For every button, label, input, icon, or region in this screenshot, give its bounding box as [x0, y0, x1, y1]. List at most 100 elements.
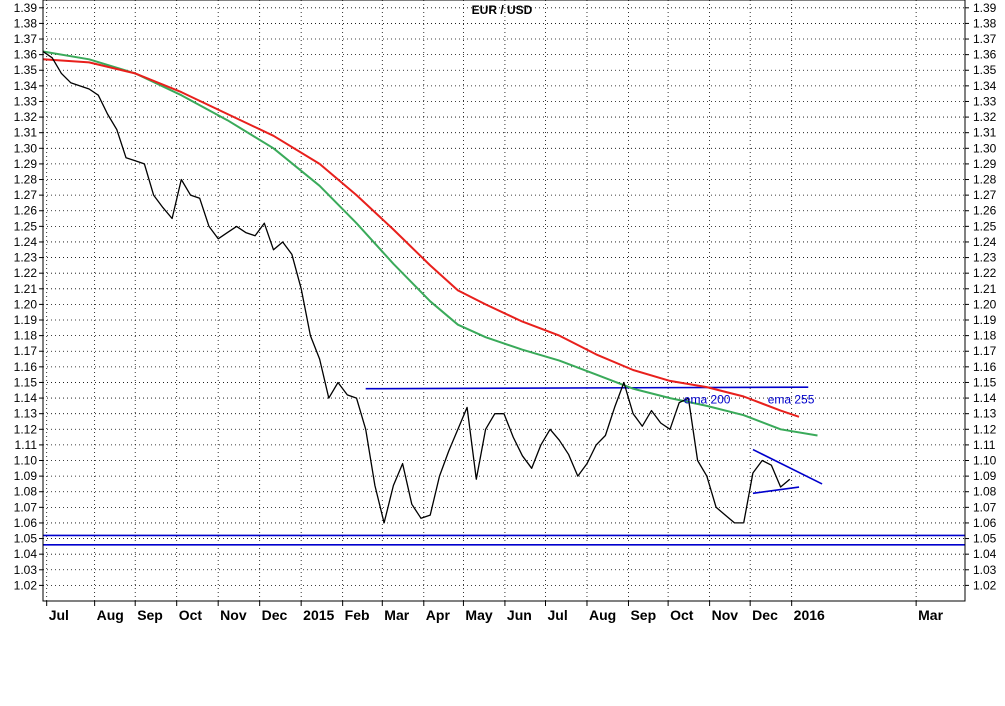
y-tick-label-left: 1.02: [14, 578, 38, 592]
y-tick-label-left: 1.25: [14, 219, 38, 233]
annotation-label: ema 200: [684, 393, 731, 407]
x-tick-label: Mar: [918, 607, 943, 623]
x-tick-label: Aug: [589, 607, 616, 623]
x-tick-label: Sep: [630, 607, 656, 623]
y-tick-label-left: 1.34: [14, 79, 38, 93]
y-tick-label-left: 1.13: [14, 407, 38, 421]
y-tick-label-left: 1.20: [14, 297, 38, 311]
x-tick-label: 2015: [303, 607, 334, 623]
y-tick-label-right: 1.39: [973, 1, 997, 15]
y-tick-label-right: 1.14: [973, 391, 997, 405]
y-tick-label-right: 1.04: [973, 547, 997, 561]
y-tick-label-right: 1.18: [973, 329, 997, 343]
annotation-layer: ema 200 ema 255: [684, 393, 815, 407]
ema-line: [42, 50, 818, 437]
y-tick-label-right: 1.22: [973, 266, 997, 280]
y-tick-label-left: 1.26: [14, 204, 38, 218]
y-tick-label-right: 1.07: [973, 500, 997, 514]
x-tick-label: Oct: [670, 607, 694, 623]
y-tick-label-left: 1.12: [14, 422, 38, 436]
trendline-layer: [43, 386, 965, 546]
y-tick-label-left: 1.27: [14, 188, 38, 202]
y-tick-label-left: 1.06: [14, 516, 38, 530]
y-tick-label-right: 1.21: [973, 282, 997, 296]
y-tick-label-right: 1.35: [973, 63, 997, 77]
trendline: [365, 386, 809, 390]
y-tick-label-right: 1.36: [973, 48, 997, 62]
y-tick-label-left: 1.16: [14, 360, 38, 374]
y-axis-right: 1.021.03 1.041.05 1.06 1.071.08 1.091.10 1.11…: [965, 1, 997, 592]
y-tick-label-right: 1.03: [973, 563, 997, 577]
annotation-label: ema 255: [768, 393, 815, 407]
y-tick-label-right: 1.31: [973, 126, 997, 140]
plot-frame: [42, 0, 966, 602]
y-tick-label-right: 1.08: [973, 485, 997, 499]
price-line: [42, 50, 791, 524]
y-tick-label-left: 1.08: [14, 485, 38, 499]
chart-title: EUR / USD: [472, 3, 533, 17]
y-tick-label-right: 1.06: [973, 516, 997, 530]
x-tick-label: May: [465, 607, 492, 623]
y-tick-label-left: 1.07: [14, 500, 38, 514]
y-tick-label-right: 1.33: [973, 94, 997, 108]
y-tick-label-left: 1.30: [14, 141, 38, 155]
y-tick-label-right: 1.32: [973, 110, 997, 124]
y-tick-label-right: 1.05: [973, 532, 997, 546]
x-tick-label: Jun: [507, 607, 532, 623]
x-tick-label: Feb: [345, 607, 370, 623]
y-tick-label-left: 1.10: [14, 454, 38, 468]
x-tick-label: Nov: [712, 607, 739, 623]
y-tick-label-right: 1.16: [973, 360, 997, 374]
x-tick-label: Oct: [179, 607, 203, 623]
y-tick-label-left: 1.31: [14, 126, 38, 140]
x-tick-label: Dec: [262, 607, 288, 623]
y-tick-label-left: 1.04: [14, 547, 38, 561]
y-tick-label-right: 1.27: [973, 188, 997, 202]
y-tick-label-left: 1.21: [14, 282, 38, 296]
x-tick-label: Dec: [752, 607, 778, 623]
y-tick-label-right: 1.29: [973, 157, 997, 171]
y-tick-label-left: 1.17: [14, 344, 38, 358]
y-tick-label-left: 1.19: [14, 313, 38, 327]
y-tick-label-right: 1.30: [973, 141, 997, 155]
y-tick-label-left: 1.14: [14, 391, 38, 405]
y-axis-left: 1.021.03 1.041.05 1.06 1.071.08 1.091.10 1.11…: [14, 1, 43, 592]
trendline: [752, 448, 823, 485]
x-tick-label: Nov: [220, 607, 247, 623]
y-tick-label-right: 1.38: [973, 16, 997, 30]
x-axis: Jul Aug Sep Oct Nov Dec 2015 Feb Mar Apr May Jun Jul…: [46, 601, 944, 623]
y-tick-label-left: 1.24: [14, 235, 38, 249]
series-layer: [42, 50, 818, 524]
y-tick-label-right: 1.34: [973, 79, 997, 93]
y-tick-label-left: 1.29: [14, 157, 38, 171]
y-tick-label-right: 1.23: [973, 251, 997, 265]
ema-line: [42, 58, 800, 418]
y-tick-label-left: 1.36: [14, 48, 38, 62]
y-tick-label-right: 1.28: [973, 173, 997, 187]
y-tick-label-left: 1.11: [15, 438, 38, 452]
y-tick-label-left: 1.28: [14, 173, 38, 187]
y-tick-label-left: 1.32: [14, 110, 38, 124]
y-tick-label-right: 1.10: [973, 454, 997, 468]
y-tick-label-left: 1.03: [14, 563, 38, 577]
y-tick-label-right: 1.37: [973, 32, 997, 46]
trendline: [752, 486, 800, 495]
y-tick-label-left: 1.35: [14, 63, 38, 77]
y-tick-label-left: 1.22: [14, 266, 38, 280]
grid-layer: [43, 0, 965, 601]
y-tick-label-right: 1.17: [973, 344, 997, 358]
x-tick-label: Jul: [49, 607, 69, 623]
y-tick-label-left: 1.23: [14, 251, 38, 265]
y-tick-label-left: 1.33: [14, 94, 38, 108]
y-tick-label-left: 1.38: [14, 16, 38, 30]
y-tick-label-right: 1.12: [973, 422, 997, 436]
y-tick-label-right: 1.25: [973, 219, 997, 233]
y-tick-label-right: 1.19: [973, 313, 997, 327]
y-tick-label-left: 1.37: [14, 32, 38, 46]
y-tick-label-right: 1.24: [973, 235, 997, 249]
y-tick-label-right: 1.11: [973, 438, 996, 452]
y-tick-label-right: 1.13: [973, 407, 997, 421]
y-tick-label-right: 1.20: [973, 297, 997, 311]
